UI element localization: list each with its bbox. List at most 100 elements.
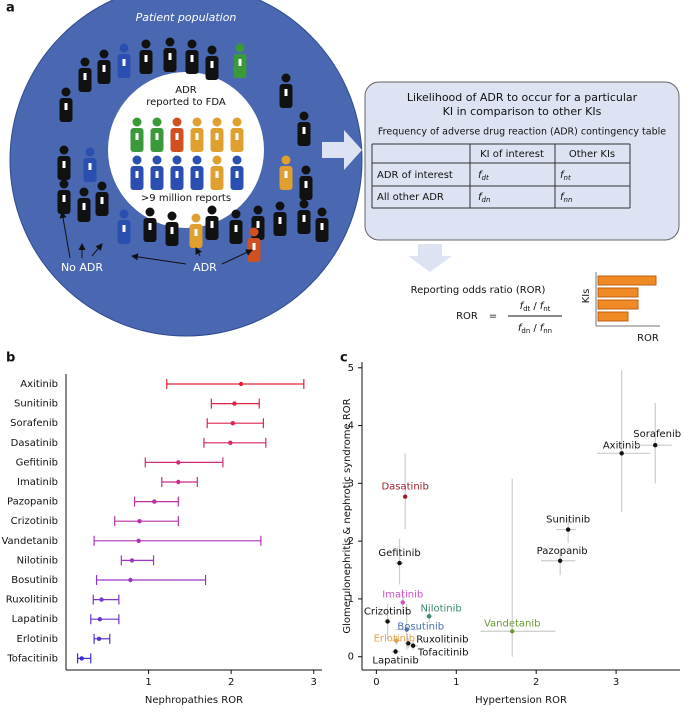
sub: nn xyxy=(543,327,552,335)
down-arrow xyxy=(408,244,452,272)
y-tick-label: 4 xyxy=(348,421,354,432)
person-head xyxy=(85,147,95,157)
formula-denominator: fdn / fnn xyxy=(518,323,552,335)
y-tick-label: 0 xyxy=(348,652,354,663)
sub: nt xyxy=(543,305,550,313)
person-head xyxy=(299,199,309,209)
point-label: Gefitinib xyxy=(378,548,420,559)
table-header: Other KIs xyxy=(569,149,615,160)
table-cell: fdt xyxy=(478,170,489,182)
table-grid xyxy=(371,143,631,209)
person-head xyxy=(187,39,197,49)
y-tick-label: Ruxolitinib xyxy=(6,595,58,606)
y-tick-label: Sorafenib xyxy=(10,418,58,429)
person-tag xyxy=(170,227,174,234)
person-tag xyxy=(210,61,214,68)
person-head xyxy=(172,117,182,127)
cell-sub: dt xyxy=(482,174,489,182)
people xyxy=(57,37,329,262)
y-tick-label: Vandetanib xyxy=(1,536,58,547)
person-head xyxy=(141,39,151,49)
panel-label: c xyxy=(340,351,348,366)
person-tag xyxy=(215,171,219,178)
point xyxy=(176,479,181,485)
person-head xyxy=(167,211,177,221)
person-head xyxy=(192,117,202,127)
no-adr-label: No ADR xyxy=(61,261,103,274)
table-row-label: All other ADR xyxy=(377,192,444,203)
arrows xyxy=(59,211,253,265)
sub: dt xyxy=(523,305,530,313)
person-head xyxy=(79,187,89,197)
cell-f: f xyxy=(478,170,483,181)
person-tag xyxy=(256,221,260,228)
panel-label: a xyxy=(6,1,15,16)
mini-chart xyxy=(595,272,660,327)
cell-sub: nt xyxy=(564,174,571,182)
y-tick-label: Dasatinib xyxy=(11,438,58,449)
person-tag xyxy=(235,133,239,140)
person-tag xyxy=(302,215,306,222)
y-tick-label: Bosutinib xyxy=(11,575,58,586)
x-tick-label: 1 xyxy=(453,677,459,688)
table-cell: fnn xyxy=(560,192,572,204)
person-tag xyxy=(122,59,126,66)
person-tag xyxy=(62,161,66,168)
ror-title: Reporting odds ratio (ROR) xyxy=(411,285,546,296)
point xyxy=(238,381,244,387)
point-label: Axitinib xyxy=(603,440,641,451)
person-tag xyxy=(278,217,282,224)
person-head xyxy=(80,57,90,67)
person-tag xyxy=(284,171,288,178)
person-tag xyxy=(62,195,66,202)
point xyxy=(152,499,157,504)
point xyxy=(128,577,133,583)
person-tag xyxy=(194,229,198,236)
person-head xyxy=(132,117,142,127)
person-tag xyxy=(148,223,152,230)
f: f xyxy=(520,301,525,312)
person-head xyxy=(281,73,291,83)
y-tick-label: Gefitinib xyxy=(16,457,58,468)
person-head xyxy=(232,155,242,165)
y-tick-label: 3 xyxy=(348,478,354,489)
person-head xyxy=(232,117,242,127)
point-label: Lapatinib xyxy=(372,656,418,667)
point xyxy=(394,638,399,643)
formula-numerator: fdt / fnt xyxy=(520,301,551,313)
person-tag xyxy=(284,89,288,96)
point xyxy=(232,401,237,406)
person-head xyxy=(207,205,217,215)
y-tick-label: Erlotinib xyxy=(17,634,59,645)
point xyxy=(385,619,390,624)
block-arrow xyxy=(322,130,362,170)
y-tick-label: Pazopanib xyxy=(7,497,58,508)
person-head xyxy=(231,209,241,219)
x-axis-title: Hypertension ROR xyxy=(475,695,567,706)
inner-text: ADR xyxy=(175,85,197,96)
point xyxy=(137,519,142,524)
box-title: Likelihood of ADR to occur for a particu… xyxy=(407,91,638,104)
person-tag xyxy=(235,171,239,178)
person-head xyxy=(119,43,129,53)
person-tag xyxy=(195,133,199,140)
mini-y-label: KIs xyxy=(581,289,592,304)
fda-circle xyxy=(108,72,264,228)
person-head xyxy=(275,201,285,211)
person-tag xyxy=(238,59,242,66)
point xyxy=(406,641,411,646)
op: / xyxy=(533,323,537,334)
y-tick-label: Axitinib xyxy=(20,379,58,390)
point xyxy=(228,440,233,445)
person-head xyxy=(253,205,263,215)
person-tag xyxy=(102,65,106,72)
ror-symbol: ROR xyxy=(456,311,478,322)
f: f xyxy=(540,323,545,334)
person-tag xyxy=(100,197,104,204)
person-head xyxy=(172,155,182,165)
point xyxy=(393,649,398,654)
table-title: Frequency of adverse drug reaction (ADR)… xyxy=(378,127,666,138)
person-head xyxy=(152,155,162,165)
person-head xyxy=(165,37,175,47)
